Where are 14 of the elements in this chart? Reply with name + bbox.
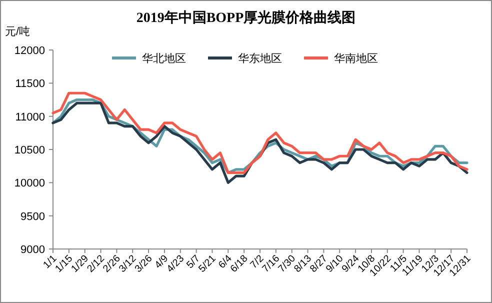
legend-label: 华北地区 xyxy=(142,52,186,65)
legend-label: 华东地区 xyxy=(238,52,282,65)
chart-title: 2019年中国BOPP厚光膜价格曲线图 xyxy=(136,10,356,26)
y-tick-label: 9000 xyxy=(20,244,45,256)
y-tick-label: 10000 xyxy=(14,178,45,190)
y-axis-title: 元/吨 xyxy=(5,25,30,38)
x-tick-label: 5/21 xyxy=(196,253,219,275)
line-series xyxy=(52,102,468,184)
y-tick-label: 9500 xyxy=(20,210,45,223)
y-tick-label: 12000 xyxy=(14,45,45,57)
y-tick-label: 11500 xyxy=(15,78,45,90)
legend-label: 华南地区 xyxy=(334,52,378,65)
y-tick-label: 11000 xyxy=(15,111,45,124)
y-tick-label: 10500 xyxy=(14,144,45,156)
